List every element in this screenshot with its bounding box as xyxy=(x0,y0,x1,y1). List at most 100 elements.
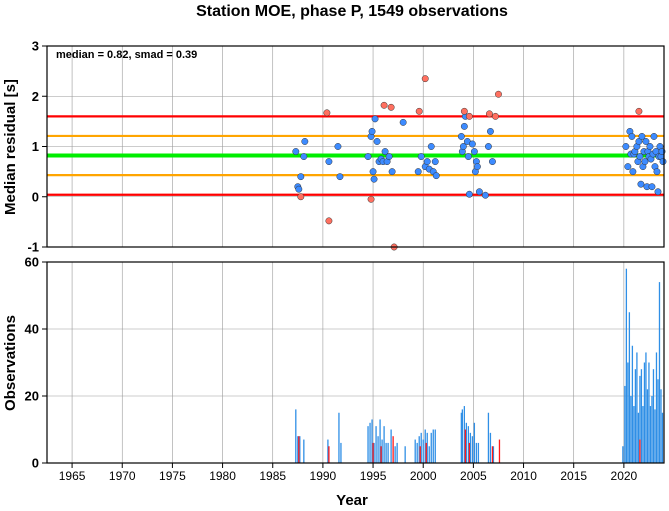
observation-bar xyxy=(416,442,418,463)
observation-bar xyxy=(648,362,650,463)
observation-bar xyxy=(654,409,656,463)
bottom-y-tick-label: 0 xyxy=(32,456,39,471)
observation-bar xyxy=(461,409,463,463)
top-y-tick-label: -1 xyxy=(27,240,39,255)
x-tick-label: 2020 xyxy=(611,469,638,483)
observation-bar xyxy=(637,412,640,463)
observation-bar xyxy=(298,436,300,463)
residual-point xyxy=(371,115,379,123)
top-y-tick-label: 1 xyxy=(32,139,39,154)
residual-point xyxy=(637,180,645,188)
x-axis-label: Year xyxy=(336,492,368,509)
residual-point xyxy=(364,153,372,161)
observation-bar xyxy=(338,412,340,463)
observation-bar xyxy=(477,442,480,463)
residual-point xyxy=(629,168,637,176)
observation-bar xyxy=(428,446,430,463)
residual-point xyxy=(470,148,478,155)
observation-bar xyxy=(380,446,382,463)
residual-point xyxy=(635,138,643,145)
observation-bar xyxy=(658,282,661,463)
observation-bar xyxy=(640,369,643,463)
x-tick-label: 1995 xyxy=(360,469,387,483)
observation-bar xyxy=(372,442,374,463)
observation-bar xyxy=(434,429,436,463)
observation-bar xyxy=(487,412,490,463)
observation-bar xyxy=(422,439,424,463)
observation-bar xyxy=(426,432,428,463)
top-y-tick-label: 2 xyxy=(32,89,39,104)
observation-bar xyxy=(375,426,377,463)
residual-point xyxy=(417,153,425,161)
observation-bar xyxy=(473,422,476,463)
bottom-y-tick-label: 40 xyxy=(25,322,39,337)
observation-bar xyxy=(414,439,416,463)
observation-bar xyxy=(624,385,626,463)
stats-annotation: median = 0.82, smad = 0.39 xyxy=(56,49,197,61)
residual-point xyxy=(387,103,395,111)
top-y-axis-label: Median residual [s] xyxy=(2,79,19,215)
residual-point xyxy=(465,112,473,120)
observation-bar xyxy=(418,436,420,463)
residual-point xyxy=(473,163,481,171)
residual-point xyxy=(369,168,377,176)
bottom-panel: 0 20 40 60 1965 1970 1975 1980 1985 1990 1995 2000… xyxy=(2,255,665,509)
residual-point xyxy=(381,148,389,155)
residual-point xyxy=(323,109,331,117)
observation-bar xyxy=(657,379,659,463)
observation-bar xyxy=(622,446,624,463)
observation-bar xyxy=(371,419,373,463)
observation-bar xyxy=(628,312,631,463)
observation-bar xyxy=(387,442,389,463)
observation-bar xyxy=(383,426,385,463)
bottom-y-ticks: 0 20 40 60 xyxy=(25,255,47,471)
bottom-frame xyxy=(46,261,665,464)
residual-point xyxy=(295,185,303,193)
x-tick-label: 1975 xyxy=(159,469,186,483)
residual-point xyxy=(648,183,656,191)
bottom-y-tick-label: 20 xyxy=(25,389,39,404)
observation-bar xyxy=(651,396,653,463)
observation-bar xyxy=(367,426,369,463)
observation-bar xyxy=(385,442,387,463)
residual-point xyxy=(367,195,375,203)
residual-point xyxy=(301,138,309,145)
residual-point xyxy=(373,138,381,145)
observation-bar xyxy=(492,446,495,463)
x-tick-label: 2010 xyxy=(510,469,537,483)
observation-bar xyxy=(469,432,472,463)
x-tick-label: 1985 xyxy=(259,469,286,483)
residual-point xyxy=(460,107,468,115)
observation-bar xyxy=(420,432,422,463)
observation-bar xyxy=(633,406,635,463)
residual-point xyxy=(628,133,636,140)
x-tick-label: 2015 xyxy=(560,469,587,483)
observation-bar xyxy=(394,446,396,463)
observation-bar xyxy=(460,412,462,463)
residual-point xyxy=(368,127,376,135)
residual-point xyxy=(641,158,649,166)
observation-bar xyxy=(625,268,628,463)
residual-point xyxy=(325,217,333,225)
observation-bar xyxy=(463,406,466,463)
residual-point xyxy=(646,143,654,150)
observation-bar xyxy=(340,442,342,463)
top-y-ticks: -1 0 1 2 3 xyxy=(27,39,47,255)
top-panel: -1 0 1 2 3 median = 0.82, smad = 0.39 Median… xyxy=(2,39,667,255)
observation-bar xyxy=(491,446,494,463)
residual-point xyxy=(654,188,662,196)
observation-bar xyxy=(639,375,641,463)
observation-bar xyxy=(328,446,330,463)
residual-point xyxy=(297,193,305,201)
top-y-tick-label: 0 xyxy=(32,189,39,204)
bottom-grid xyxy=(47,261,664,464)
residual-point xyxy=(486,127,494,135)
residual-point xyxy=(481,191,489,199)
residual-point xyxy=(414,168,422,176)
residual-point xyxy=(459,143,467,150)
residual-point xyxy=(475,188,483,196)
residual-point xyxy=(464,153,472,161)
residual-point xyxy=(492,112,499,120)
residual-point xyxy=(638,133,646,140)
